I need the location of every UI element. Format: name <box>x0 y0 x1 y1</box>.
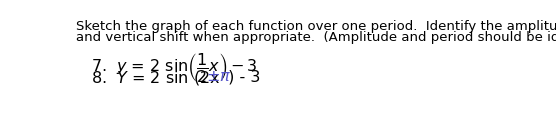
Text: Sketch the graph of each function over one period.  Identify the amplitude, peri: Sketch the graph of each function over o… <box>76 20 556 33</box>
Text: 7.  $y$ = 2 sin$\left(\dfrac{1}{2}x\right) - 3$: 7. $y$ = 2 sin$\left(\dfrac{1}{2}x\right… <box>91 51 258 84</box>
Text: ) - 3: ) - 3 <box>223 69 260 84</box>
Text: 8.  $Y$ = 2 sin (2x: 8. $Y$ = 2 sin (2x <box>91 69 221 87</box>
Text: $\pm\pi$: $\pm\pi$ <box>206 69 231 84</box>
Text: and vertical shift when appropriate.  (Amplitude and period should be identified: and vertical shift when appropriate. (Am… <box>76 31 556 44</box>
